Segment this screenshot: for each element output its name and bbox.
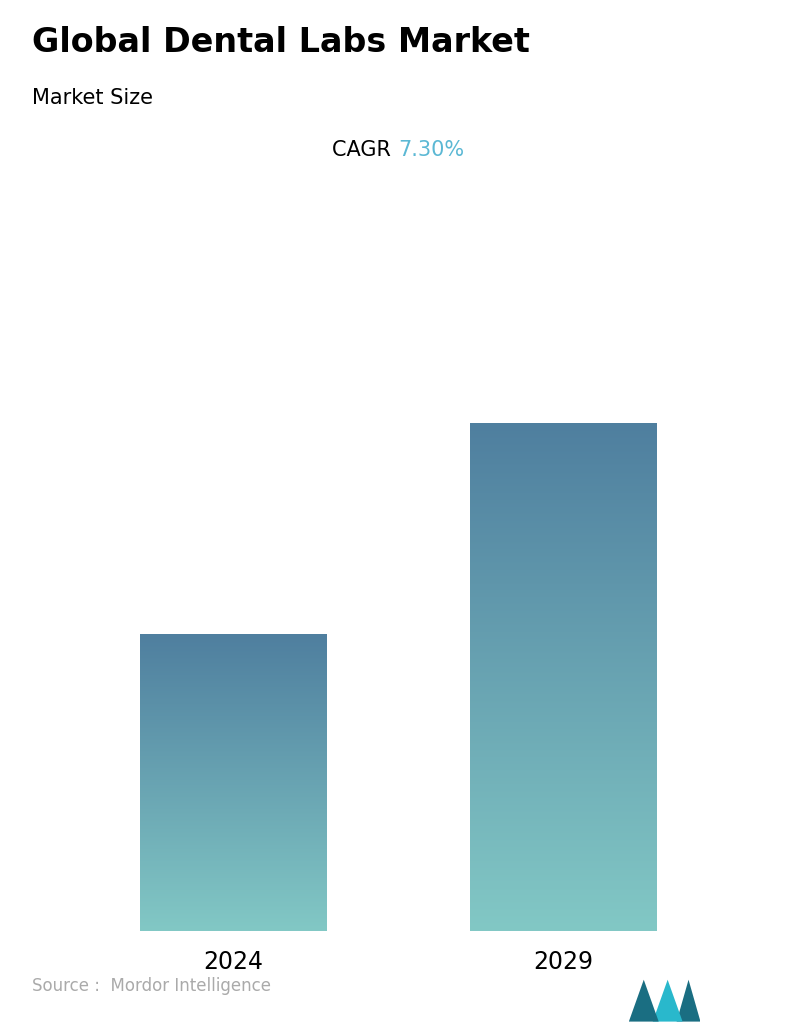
Text: Global Dental Labs Market: Global Dental Labs Market: [32, 26, 529, 59]
Polygon shape: [677, 980, 700, 1022]
Polygon shape: [653, 980, 683, 1022]
Polygon shape: [629, 980, 659, 1022]
Text: Source :  Mordor Intelligence: Source : Mordor Intelligence: [32, 977, 271, 995]
Text: 7.30%: 7.30%: [398, 140, 464, 159]
Text: CAGR: CAGR: [333, 140, 398, 159]
Text: Market Size: Market Size: [32, 88, 153, 108]
